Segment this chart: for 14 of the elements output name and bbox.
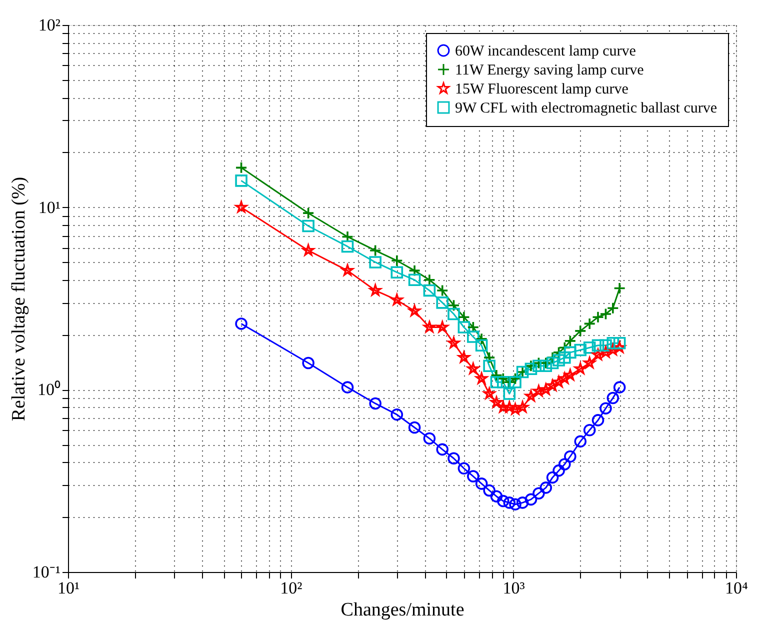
x-tick-label: 10³ xyxy=(502,578,525,598)
x-tick-label: 10⁴ xyxy=(725,578,748,598)
x-tick-label: 10² xyxy=(280,578,302,598)
x-axis-title: Changes/minute xyxy=(340,600,464,620)
y-axis-title: Relative voltage fluctuation (%) xyxy=(8,176,30,422)
legend-label: 15W Fluorescent lamp curve xyxy=(455,82,629,98)
y-tick-label: 10⁻¹ xyxy=(32,562,60,582)
y-tick-label: 10² xyxy=(38,16,60,34)
x-tick-label: 10¹ xyxy=(57,578,80,598)
y-tick-label: 10¹ xyxy=(38,198,60,217)
legend-label: 9W CFL with electromagnetic ballast curve xyxy=(455,100,718,116)
legend-label: 60W incandescent lamp curve xyxy=(455,44,636,60)
y-tick-label: 10⁰ xyxy=(38,380,60,400)
legend-label: 11W Energy saving lamp curve xyxy=(455,62,644,78)
